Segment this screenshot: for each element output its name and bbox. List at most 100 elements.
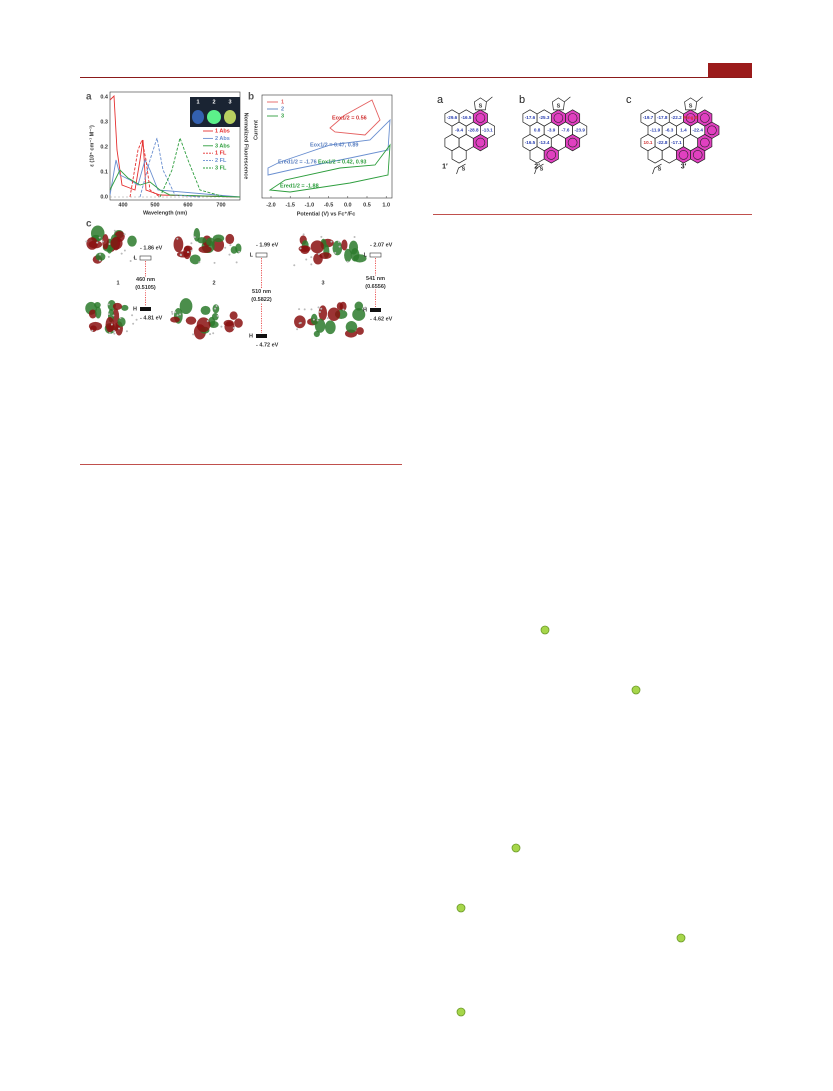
atom: [298, 322, 301, 325]
reference-dot: [456, 1007, 466, 1017]
thiophene: [684, 97, 697, 111]
atom: [112, 314, 115, 317]
atom: [317, 253, 320, 256]
orbital-lobe: [86, 237, 98, 250]
y-tick-label: 0.0: [100, 194, 108, 200]
orbital-lobe: [223, 319, 234, 327]
aromatic-circle: [567, 113, 578, 123]
lumo-energy: - 2.07 eV: [370, 242, 393, 248]
legend-label: 2 Abs: [215, 136, 230, 142]
aromatic-circle: [475, 137, 486, 148]
nics-value: 10.1: [644, 140, 653, 145]
atom: [293, 264, 296, 267]
atom: [176, 237, 179, 240]
compound-label: 1′: [442, 164, 448, 171]
atom: [310, 263, 313, 266]
atom: [312, 318, 315, 321]
plot-frame: [261, 94, 393, 199]
thiophene: [552, 97, 565, 111]
orbital-lobe: [170, 316, 180, 323]
lumo-level: [369, 252, 382, 258]
orbital-lobe: [176, 251, 190, 258]
ring: [451, 146, 467, 164]
atom: [229, 244, 232, 247]
nics-value: -17.8: [657, 115, 668, 120]
orbital-lobe: [185, 316, 197, 325]
orbital-lobe: [211, 313, 219, 321]
nics-value: -13.4: [539, 140, 550, 145]
panel-label: b: [248, 92, 254, 103]
atom: [215, 305, 218, 308]
y-tick-label: 0.1: [100, 169, 108, 175]
nics-value: -11.9: [650, 128, 661, 133]
nics-value: -17.6: [525, 115, 536, 120]
reference-dot: [511, 843, 521, 853]
x-tick-label: 600: [183, 202, 192, 208]
nics-value: -3.9: [547, 128, 555, 133]
atom: [179, 313, 182, 316]
legend-label: 3: [281, 113, 284, 119]
orbital-lobe: [294, 315, 306, 329]
orbital-lobe: [121, 304, 129, 311]
oscillator-strength: (0.5105): [135, 285, 156, 291]
atom: [320, 307, 323, 310]
reference-dot: [540, 625, 550, 635]
atom: [228, 253, 231, 256]
orbital-lobe: [110, 236, 123, 250]
aromatic-circle: [475, 113, 486, 123]
panel-b: b Current Potential (V) vs Fc⁺/Fc -2.0 -1…: [248, 92, 393, 217]
atom: [337, 240, 340, 243]
tail: [534, 163, 544, 175]
atom: [171, 312, 174, 315]
panel-label: a: [86, 92, 92, 103]
x-axis-label: Potential (V) vs Fc⁺/Fc: [297, 210, 356, 217]
atom: [193, 236, 196, 239]
atom: [133, 256, 136, 259]
atom: [113, 329, 116, 332]
lumo-level: [255, 252, 268, 258]
orbital-lobe: [348, 240, 359, 255]
transition-wavelength: 510 nm: [252, 289, 271, 295]
nics-value: -6.3: [665, 128, 673, 133]
atom: [118, 327, 121, 330]
vial: [192, 110, 204, 124]
atom: [326, 317, 329, 320]
x-tick-label: 400: [118, 202, 127, 208]
orbital-lobe: [200, 305, 211, 315]
curve: [159, 136, 226, 198]
nics-value: -29.6: [447, 115, 458, 120]
atom: [187, 251, 190, 254]
orbital-lobe: [102, 234, 109, 250]
atom: [113, 229, 116, 232]
x-tick-label: -1.0: [305, 202, 314, 208]
orbital-lobe: [212, 234, 225, 243]
orbital-lobe: [310, 240, 324, 254]
atom: [108, 243, 111, 246]
atom: [299, 247, 302, 250]
annotation: Ered1/2 = -1.76: [278, 159, 317, 165]
homo-label: H: [249, 333, 253, 339]
atom: [235, 261, 238, 264]
atom: [305, 258, 308, 261]
legend-label: 3 Abs: [215, 143, 230, 149]
sulfur: S: [479, 103, 483, 109]
compound-label: 3′: [681, 164, 687, 171]
atom: [310, 308, 313, 311]
atom: [296, 328, 299, 331]
atom: [174, 311, 177, 314]
panel-a: a ε (10⁵ cm⁻¹ M⁻¹) Normalized Fluorescen…: [86, 92, 249, 217]
orbital-lobe: [314, 318, 326, 333]
nics-value: -23.9: [574, 128, 585, 133]
orbital-lobe: [95, 306, 102, 319]
curve: [109, 169, 241, 198]
y2-axis-label: Normalized Fluorescence: [243, 113, 249, 180]
oscillator-strength: (0.5822): [251, 297, 272, 303]
transition-wavelength: 541 nm: [366, 276, 385, 282]
atom: [214, 307, 217, 310]
atom: [338, 245, 341, 248]
atom: [316, 319, 319, 322]
molecule-label: 3: [321, 280, 324, 286]
atom: [190, 242, 193, 245]
vial: [207, 110, 221, 124]
